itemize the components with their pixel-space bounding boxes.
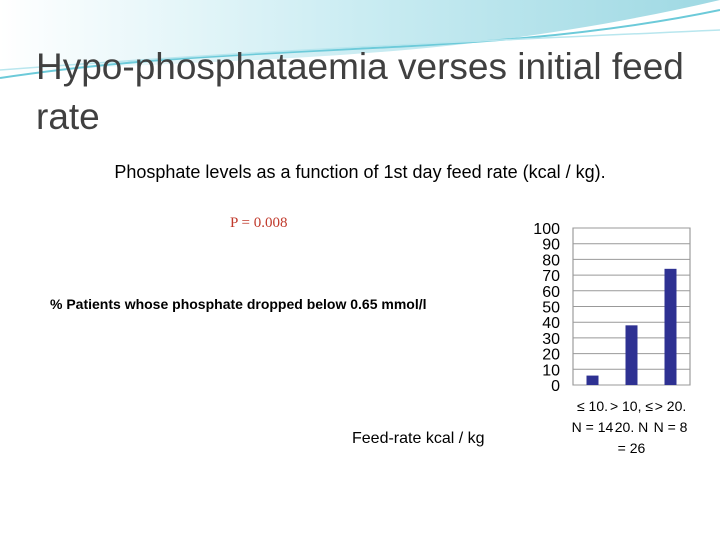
chart-title: Phosphate levels as a function of 1st da… — [114, 162, 606, 182]
bar — [664, 268, 677, 385]
bar — [625, 325, 638, 385]
swoosh-line — [0, 9, 720, 79]
slide-title: Hypo-phosphataemia verses initial feed r… — [36, 46, 684, 137]
y-tick-label: 90 — [542, 237, 560, 254]
y-tick-label: 100 — [533, 221, 560, 238]
y-tick-label: 20 — [542, 347, 560, 364]
x-axis-label: Feed-rate kcal / kg — [352, 430, 485, 447]
x-tick-label: > 20. N = 8 — [653, 398, 688, 435]
y-tick-label: 70 — [542, 268, 560, 285]
swoosh-line — [0, 29, 720, 71]
swoosh — [0, 0, 720, 75]
y-tick-label: 80 — [542, 252, 560, 269]
y-tick-label: 40 — [542, 315, 560, 332]
x-tick-label: > 10, ≤ 20. N = 26 — [609, 398, 654, 456]
y-tick-label: 10 — [542, 362, 560, 379]
y-tick-label: 30 — [542, 331, 560, 348]
bar — [586, 375, 599, 385]
y-tick-label: 60 — [542, 284, 560, 301]
y-tick-label: 50 — [542, 300, 560, 317]
annotation: P = 0.008 — [230, 215, 288, 231]
y-axis-label: % Patients whose phosphate dropped below… — [50, 296, 427, 312]
y-tick-label: 0 — [551, 378, 560, 395]
x-tick-label: ≤ 10. N = 14 — [571, 398, 614, 435]
